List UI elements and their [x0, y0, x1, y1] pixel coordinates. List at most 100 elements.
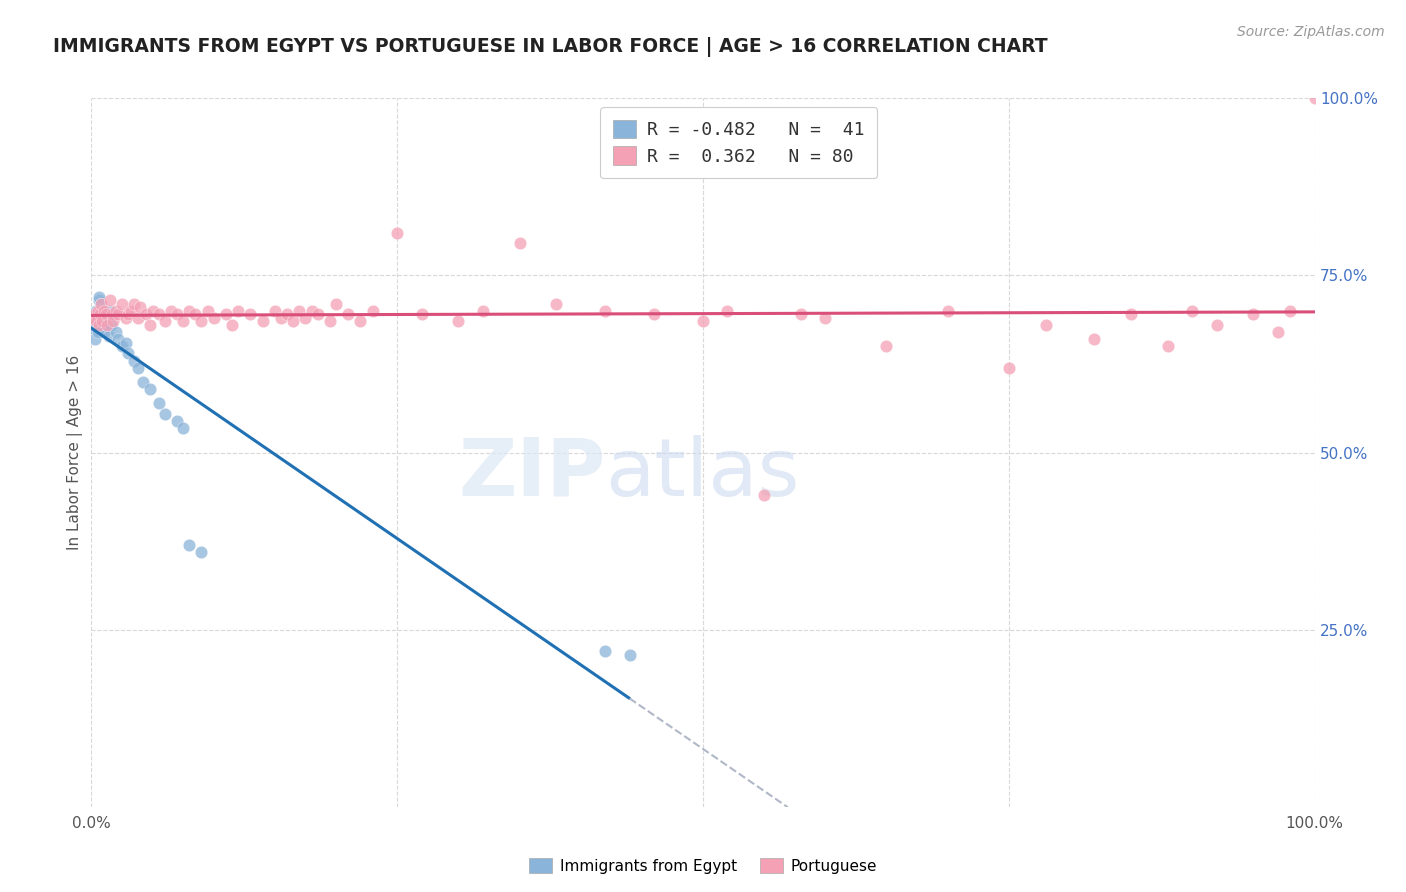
Point: [226, 304, 249, 318]
Point: [94, 314, 117, 328]
Point: [264, 304, 287, 318]
Point: [1083, 332, 1105, 346]
Point: [172, 421, 194, 435]
Point: [270, 310, 292, 325]
Point: [215, 307, 238, 321]
Text: ZIP: ZIP: [458, 435, 605, 513]
Point: [294, 310, 316, 325]
Point: [139, 382, 162, 396]
Point: [122, 353, 145, 368]
Point: [107, 332, 129, 346]
Point: [91, 321, 114, 335]
Point: [509, 236, 531, 251]
Point: [179, 304, 201, 318]
Text: Source: ZipAtlas.com: Source: ZipAtlas.com: [1237, 25, 1385, 39]
Point: [1121, 307, 1143, 321]
Point: [1303, 91, 1326, 105]
Point: [117, 346, 139, 360]
Point: [86, 318, 108, 332]
Point: [385, 226, 409, 240]
Point: [114, 335, 136, 350]
Point: [129, 301, 152, 315]
Point: [172, 314, 194, 328]
Point: [84, 310, 107, 325]
Point: [141, 304, 163, 318]
Point: [619, 648, 641, 662]
Point: [139, 318, 162, 332]
Point: [148, 307, 170, 321]
Point: [96, 318, 118, 332]
Point: [252, 314, 274, 328]
Point: [1205, 318, 1227, 332]
Point: [202, 310, 225, 325]
Point: [447, 314, 470, 328]
Point: [86, 304, 108, 318]
Point: [91, 314, 114, 328]
Point: [84, 304, 107, 318]
Point: [319, 314, 342, 328]
Point: [692, 314, 714, 328]
Point: [166, 414, 188, 428]
Point: [93, 304, 115, 318]
Point: [103, 314, 125, 328]
Point: [83, 314, 105, 328]
Point: [1035, 318, 1057, 332]
Legend: R = -0.482   N =  41, R =  0.362   N = 80: R = -0.482 N = 41, R = 0.362 N = 80: [600, 107, 877, 178]
Point: [120, 304, 142, 318]
Point: [93, 310, 115, 325]
Point: [104, 304, 127, 318]
Point: [90, 297, 112, 311]
Point: [160, 304, 183, 318]
Point: [875, 339, 898, 353]
Point: [87, 293, 110, 308]
Point: [1279, 304, 1302, 318]
Point: [101, 307, 124, 321]
Point: [84, 307, 107, 321]
Point: [1181, 304, 1204, 318]
Point: [84, 314, 107, 328]
Point: [89, 304, 111, 318]
Text: IMMIGRANTS FROM EGYPT VS PORTUGUESE IN LABOR FORCE | AGE > 16 CORRELATION CHART: IMMIGRANTS FROM EGYPT VS PORTUGUESE IN L…: [53, 37, 1047, 57]
Point: [283, 314, 305, 328]
Point: [96, 318, 118, 332]
Y-axis label: In Labor Force | Age > 16: In Labor Force | Age > 16: [67, 355, 83, 550]
Point: [107, 307, 129, 321]
Point: [84, 332, 107, 346]
Point: [1157, 339, 1180, 353]
Point: [349, 314, 371, 328]
Point: [471, 304, 494, 318]
Point: [1267, 325, 1289, 339]
Point: [148, 396, 170, 410]
Point: [84, 321, 107, 335]
Point: [179, 538, 201, 552]
Point: [111, 297, 134, 311]
Point: [127, 310, 149, 325]
Point: [288, 304, 311, 318]
Point: [325, 297, 347, 311]
Point: [89, 310, 111, 325]
Point: [593, 304, 616, 318]
Point: [135, 307, 157, 321]
Point: [122, 297, 145, 311]
Point: [301, 304, 323, 318]
Point: [411, 307, 433, 321]
Point: [1243, 307, 1265, 321]
Point: [716, 304, 738, 318]
Point: [90, 318, 112, 332]
Point: [89, 307, 111, 321]
Point: [998, 360, 1021, 375]
Point: [98, 304, 121, 318]
Point: [190, 314, 212, 328]
Point: [153, 314, 176, 328]
Point: [276, 307, 298, 321]
Point: [86, 307, 108, 321]
Point: [197, 304, 219, 318]
Point: [166, 307, 188, 321]
Point: [593, 644, 616, 658]
Point: [100, 318, 122, 332]
Point: [127, 360, 149, 375]
Point: [643, 307, 665, 321]
Point: [936, 304, 959, 318]
Point: [221, 318, 243, 332]
Point: [132, 375, 155, 389]
